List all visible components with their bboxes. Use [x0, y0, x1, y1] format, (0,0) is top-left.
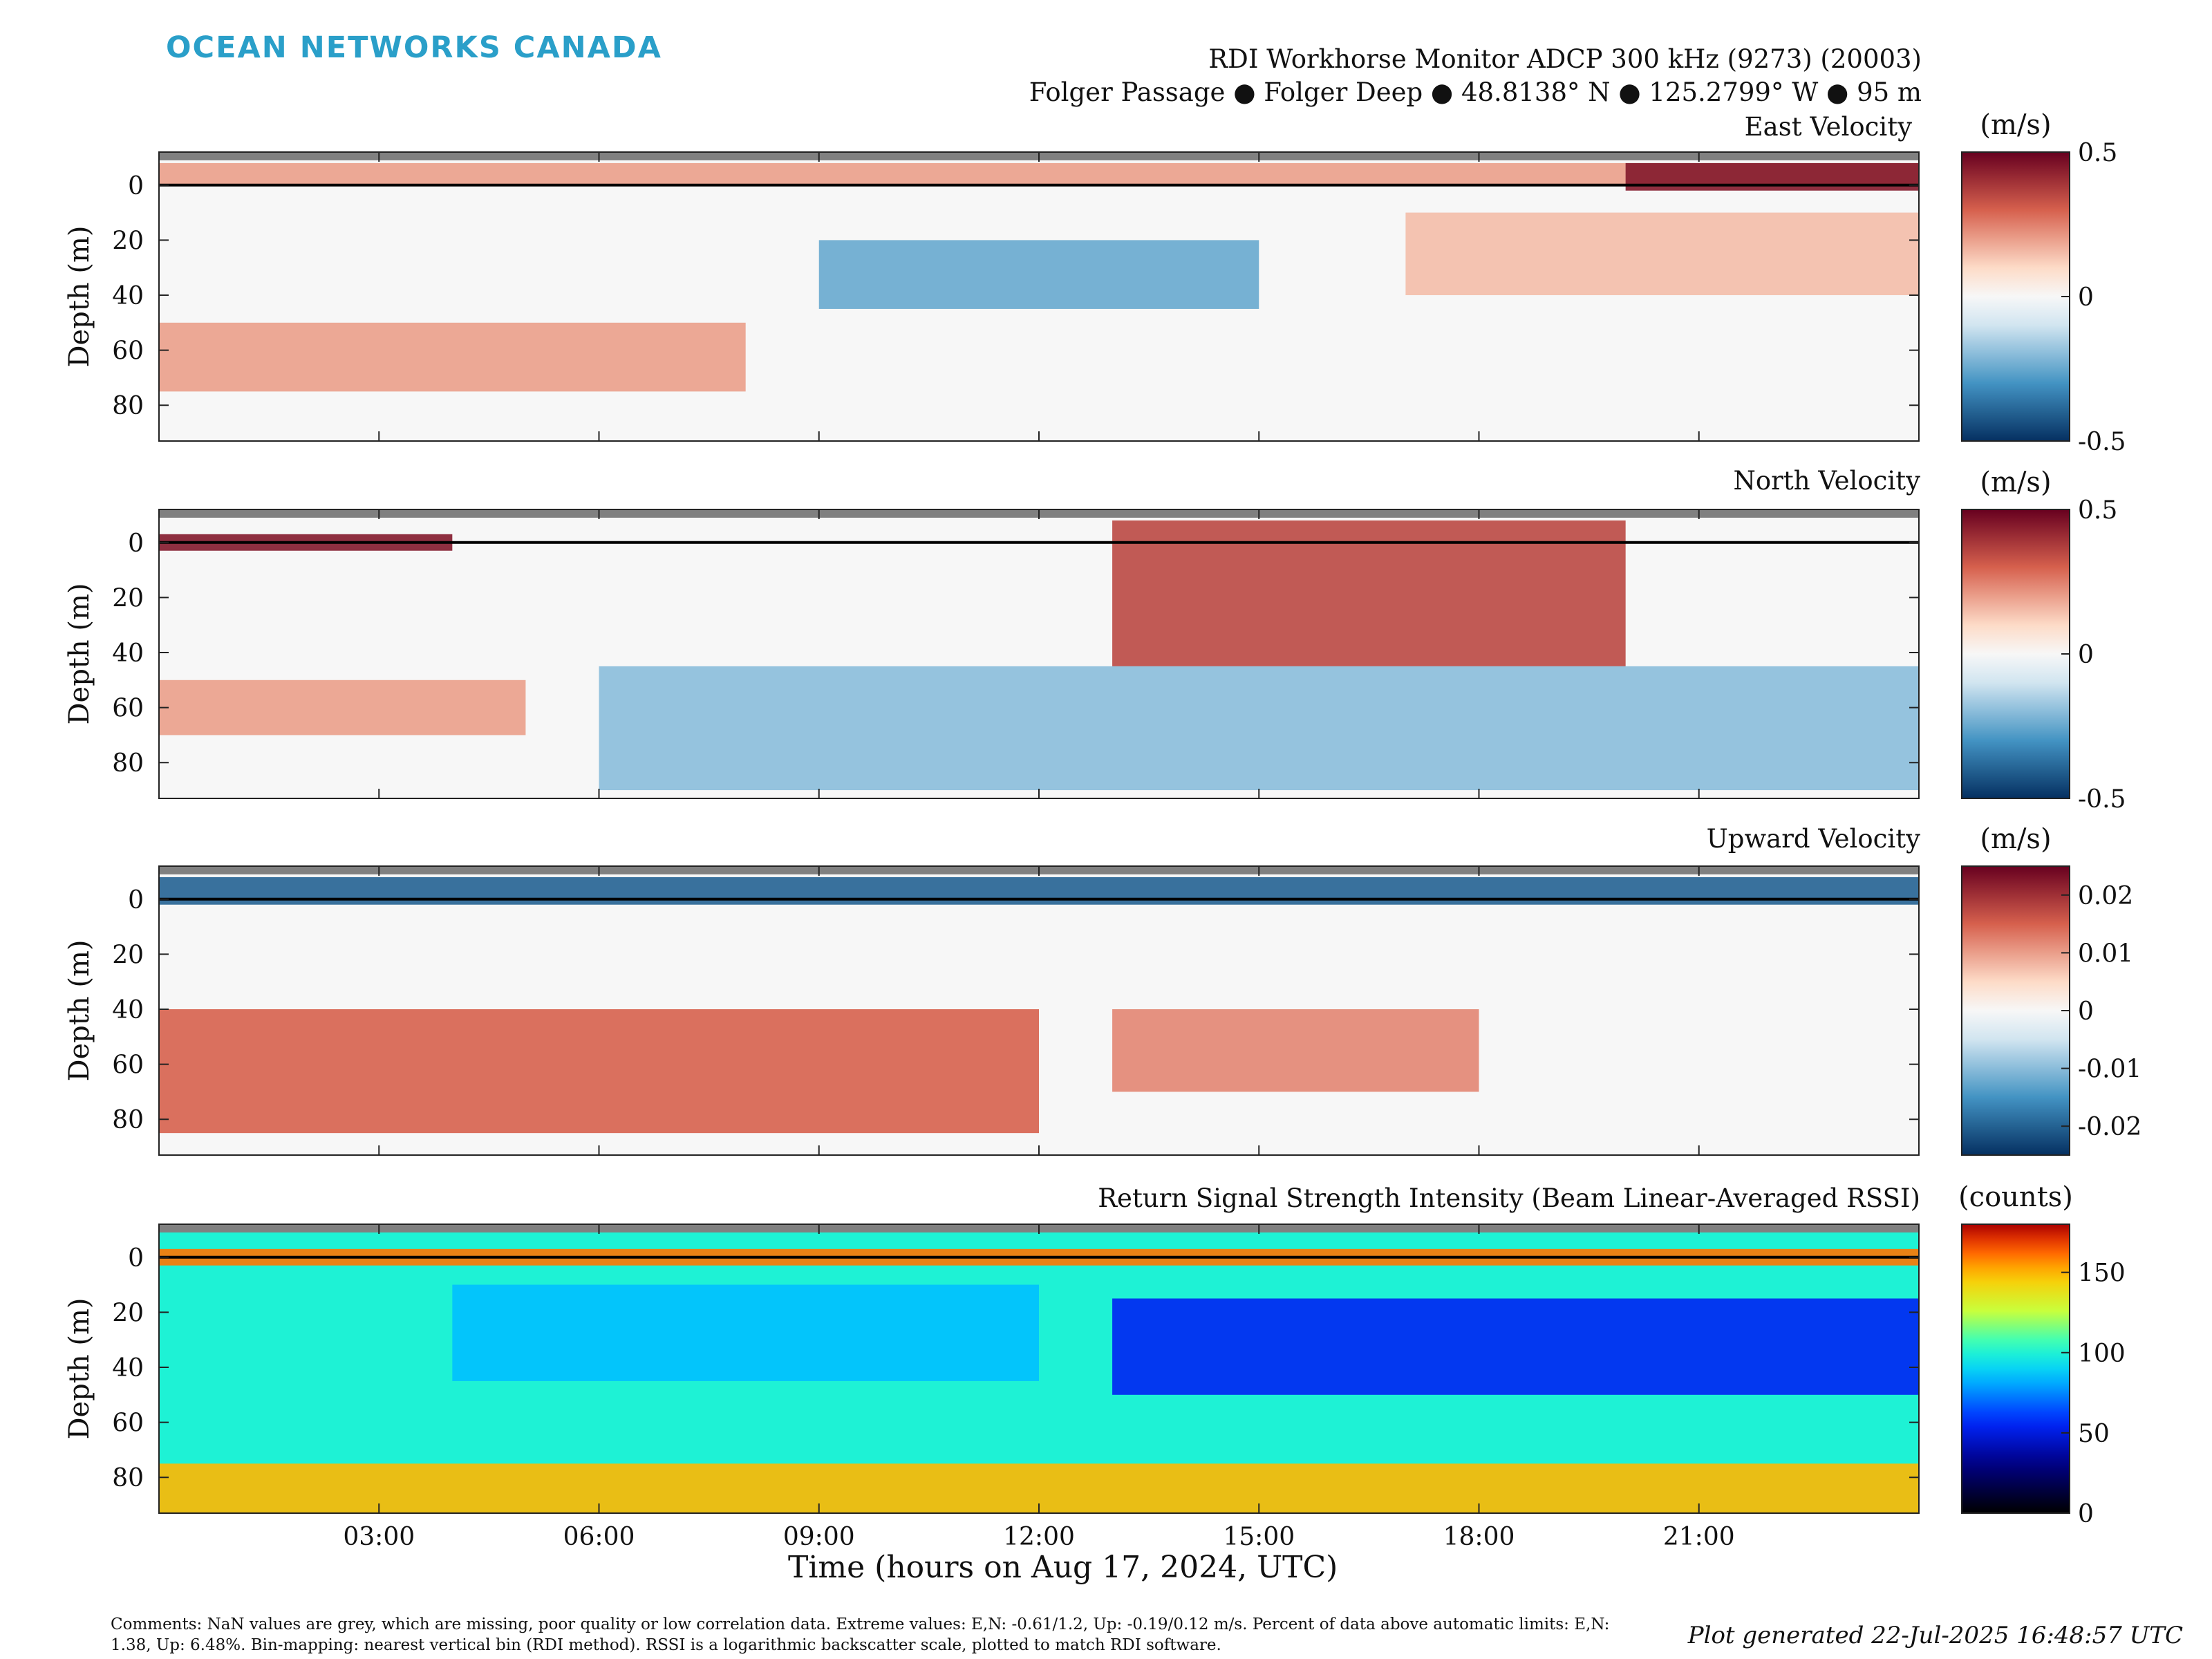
colorbar-unit: (m/s): [1980, 823, 2051, 855]
heatmap-band: [159, 322, 746, 392]
x-tick-label: 06:00: [563, 1523, 635, 1551]
y-tick-label: 0: [128, 886, 144, 915]
y-tick-label: 80: [112, 392, 144, 420]
x-tick-label: 18:00: [1443, 1523, 1515, 1551]
y-tick-label: 80: [112, 1464, 144, 1492]
colorbar-tick-label: -0.02: [2078, 1113, 2141, 1141]
colorbar: [1961, 509, 2070, 799]
panel-title-north: North Velocity: [1733, 466, 1920, 496]
heatmap-band: [1112, 1009, 1479, 1092]
y-tick-label: 60: [112, 1051, 144, 1080]
colorbar-tick-label: 0.5: [2078, 139, 2117, 167]
y-tick-label: 60: [112, 1409, 144, 1438]
colorbar-tick-label: 50: [2078, 1420, 2110, 1448]
y-tick-label: 20: [112, 227, 144, 255]
y-axis-label: Depth (m): [64, 939, 95, 1081]
y-tick-label: 40: [112, 639, 144, 668]
colorbar-tick-label: 0.02: [2078, 882, 2133, 910]
colorbar-tick-label: 150: [2078, 1259, 2126, 1288]
colorbar: [1961, 151, 2070, 442]
colorbar-tick-label: 100: [2078, 1340, 2126, 1368]
instrument-title: RDI Workhorse Monitor ADCP 300 kHz (9273…: [1208, 44, 1922, 74]
y-tick-label: 0: [128, 172, 144, 200]
colorbar-tick-label: -0.5: [2078, 428, 2126, 456]
colorbar-tick-label: 0: [2078, 283, 2094, 312]
panel-title-upward: Upward Velocity: [1706, 824, 1920, 854]
heatmap-band: [1405, 212, 1919, 296]
y-tick-label: 20: [112, 941, 144, 969]
heatmap-band: [1112, 520, 1626, 666]
y-tick-label: 60: [112, 337, 144, 366]
y-tick-label: 20: [112, 584, 144, 612]
y-axis-label: Depth (m): [64, 225, 95, 367]
plot-generated-stamp: Plot generated 22-Jul-2025 16:48:57 UTC: [1687, 1622, 2183, 1649]
y-tick-label: 0: [128, 1244, 144, 1273]
y-tick-label: 80: [112, 749, 144, 778]
y-tick-label: 80: [112, 1106, 144, 1134]
y-tick-label: 40: [112, 1354, 144, 1382]
x-tick-label: 03:00: [343, 1523, 415, 1551]
colorbar-tick-label: -0.01: [2078, 1056, 2141, 1084]
colorbar-unit: (m/s): [1980, 109, 2051, 141]
x-tick-label: 15:00: [1223, 1523, 1295, 1551]
y-tick-label: 40: [112, 282, 144, 310]
y-tick-label: 40: [112, 996, 144, 1024]
x-tick-label: 09:00: [783, 1523, 855, 1551]
x-tick-label: 12:00: [1003, 1523, 1075, 1551]
colorbar-tick-label: 0: [2078, 997, 2094, 1026]
colorbar-tick-label: 0: [2078, 1500, 2094, 1528]
colorbar: [1961, 1224, 2070, 1514]
colorbar-tick-label: -0.5: [2078, 785, 2126, 814]
heatmap-band: [818, 240, 1259, 309]
heatmap-band: [452, 1284, 1039, 1381]
y-tick-label: 0: [128, 529, 144, 558]
colorbar-tick-label: 0: [2078, 641, 2094, 669]
y-tick-label: 20: [112, 1299, 144, 1327]
colorbar-unit: (counts): [1958, 1181, 2073, 1213]
y-axis-label: Depth (m): [64, 583, 95, 724]
x-axis-label: Time (hours on Aug 17, 2024, UTC): [788, 1550, 1338, 1585]
panel-title-rssi: Return Signal Strength Intensity (Beam L…: [1098, 1183, 1920, 1213]
colorbar-tick-label: 0.01: [2078, 939, 2133, 968]
heatmap-band: [159, 1009, 1039, 1134]
heatmap-band: [1112, 1298, 1919, 1395]
heatmap-band: [159, 679, 526, 735]
location-subtitle: Folger Passage ● Folger Deep ● 48.8138° …: [1029, 77, 1922, 107]
comments-text: Comments: NaN values are grey, which are…: [111, 1615, 1610, 1654]
panel-title-east: East Velocity: [1744, 112, 1912, 142]
colorbar-tick-label: 0.5: [2078, 496, 2117, 525]
y-axis-label: Depth (m): [64, 1297, 95, 1439]
colorbar: [1961, 865, 2070, 1156]
y-tick-label: 60: [112, 695, 144, 723]
heatmap-band: [599, 666, 1919, 791]
colorbar-unit: (m/s): [1980, 467, 2051, 498]
onc-logo: OCEAN NETWORKS CANADA: [166, 30, 662, 65]
x-tick-label: 21:00: [1663, 1523, 1735, 1551]
